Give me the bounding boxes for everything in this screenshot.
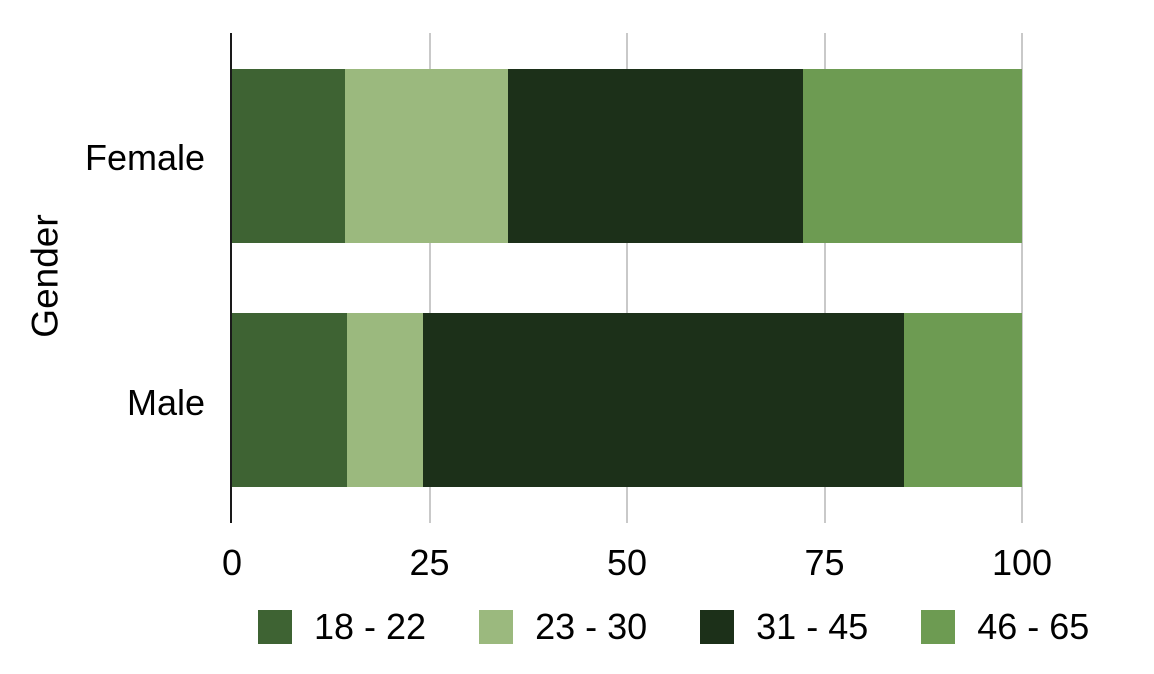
gridline-50 bbox=[626, 33, 628, 523]
x-tick-label-50: 50 bbox=[606, 542, 648, 583]
legend-label: 23 - 30 bbox=[535, 606, 648, 647]
category-label-male: Male bbox=[126, 382, 205, 423]
legend-swatch bbox=[700, 610, 735, 644]
legend-label: 46 - 65 bbox=[977, 606, 1090, 647]
legend-label: 18 - 22 bbox=[314, 606, 427, 647]
bar-segment-male-31-45[interactable] bbox=[423, 313, 905, 487]
legend-item-23-30[interactable]: 23 - 30 bbox=[479, 609, 647, 645]
y-axis-line bbox=[230, 33, 232, 523]
y-axis-title: Gender bbox=[24, 214, 66, 338]
bar-segment-male-46-65[interactable] bbox=[904, 313, 1022, 487]
legend-swatch bbox=[258, 610, 292, 644]
plot-area bbox=[230, 33, 1023, 523]
bar-segment-female-23-30[interactable] bbox=[344, 69, 509, 243]
legend: 18 - 22 23 - 30 31 - 45 46 - 65 bbox=[258, 609, 1089, 645]
gridline-100 bbox=[1021, 33, 1023, 523]
x-tick-label-100: 100 bbox=[991, 542, 1053, 583]
x-tick-label-0: 0 bbox=[221, 542, 243, 583]
x-axis-ticks: 0 25 50 75 100 bbox=[222, 542, 1052, 585]
bar-segment-female-46-65[interactable] bbox=[803, 69, 1022, 243]
bar-male bbox=[232, 313, 1022, 487]
legend-label: 31 - 45 bbox=[756, 606, 869, 647]
legend-item-46-65[interactable]: 46 - 65 bbox=[921, 609, 1089, 645]
bar-segment-female-31-45[interactable] bbox=[508, 69, 804, 243]
x-tick-label-25: 25 bbox=[409, 542, 450, 583]
category-label-female: Female bbox=[84, 137, 205, 178]
bar-segment-male-18-22[interactable] bbox=[232, 313, 347, 487]
x-tick-label-75: 75 bbox=[804, 542, 845, 583]
legend-item-31-45[interactable]: 31 - 45 bbox=[700, 609, 868, 645]
legend-swatch bbox=[921, 610, 956, 644]
bar-female bbox=[232, 69, 1022, 243]
gridline-25 bbox=[428, 33, 431, 523]
legend-item-18-22[interactable]: 18 - 22 bbox=[258, 609, 426, 645]
gridline-75 bbox=[823, 33, 826, 523]
bar-segment-female-18-22[interactable] bbox=[232, 69, 345, 243]
bar-segment-male-23-30[interactable] bbox=[346, 313, 424, 487]
legend-swatch bbox=[479, 610, 514, 644]
